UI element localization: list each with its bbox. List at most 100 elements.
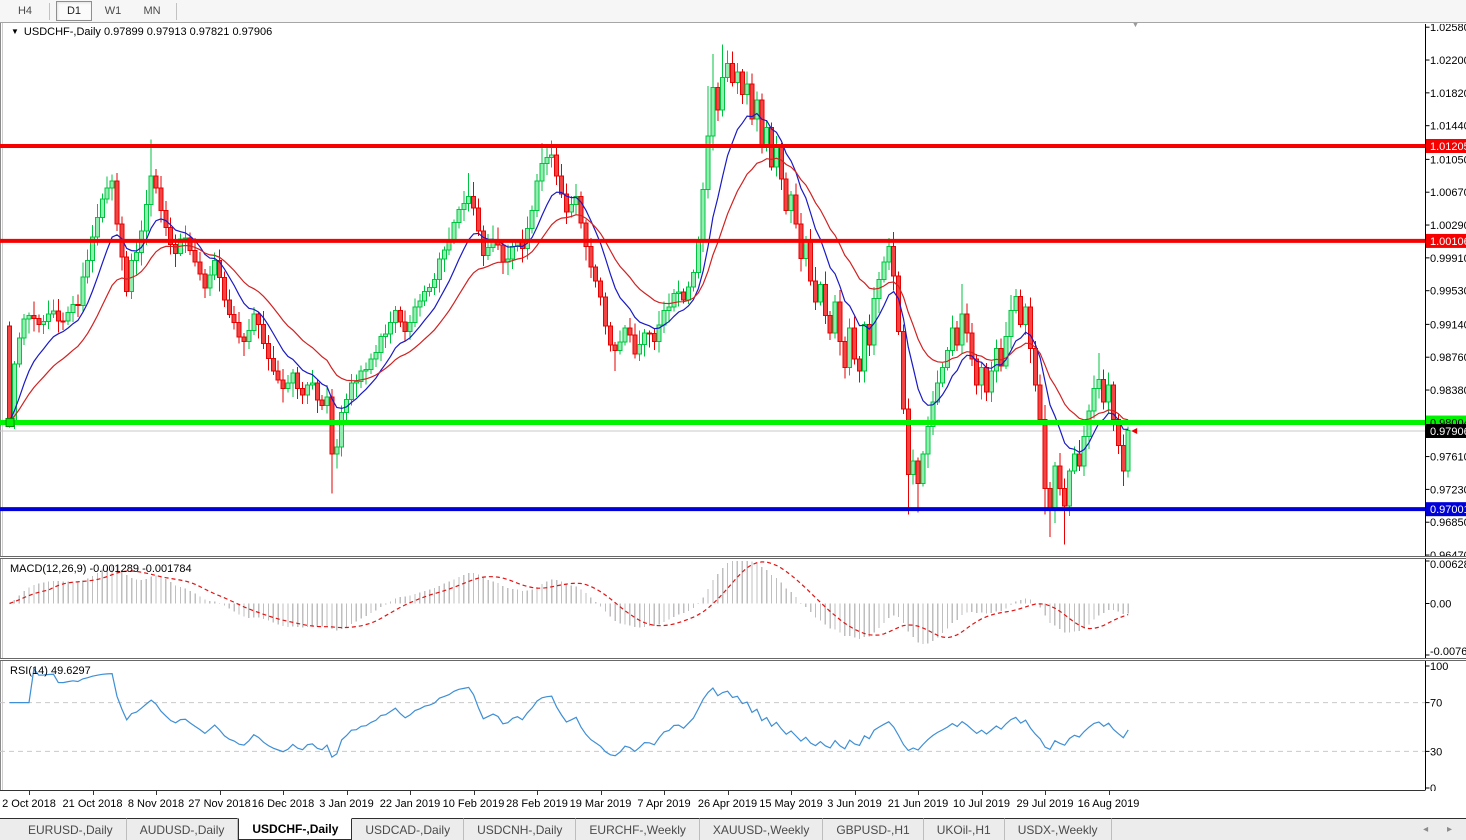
candle-body: [231, 313, 237, 324]
price-tag-current-text: 0.97906: [1430, 426, 1466, 438]
candle-body: [940, 367, 946, 384]
last-price-arrow: [1131, 427, 1138, 434]
timeframe-button-d1[interactable]: D1: [56, 1, 92, 21]
candle-body: [134, 252, 140, 261]
chart-tab-ukoil-h1[interactable]: UKOil-,H1: [923, 818, 1005, 840]
chart-tab-xauusd-weekly[interactable]: XAUUSD-,Weekly: [699, 818, 824, 840]
chart-tab-eurchf-weekly[interactable]: EURCHF-,Weekly: [576, 818, 700, 840]
panel-separator[interactable]: [0, 658, 1466, 661]
price-axis-tick-label: 1.01440: [1430, 121, 1466, 133]
timeframe-button-mn[interactable]: MN: [143, 5, 161, 17]
candle-body: [998, 348, 1004, 367]
time-axis-tick: [346, 791, 348, 795]
candle-body: [759, 99, 765, 146]
candle-body: [720, 76, 726, 111]
candle-body: [1003, 335, 1009, 367]
main-price-chart[interactable]: 1.02580 1.02200 1.01820 1.01440 1.01050 1.006…: [0, 24, 1466, 557]
timeframe-toolbar: H4 D1 W1 MN: [0, 0, 1466, 23]
candle-body: [822, 284, 828, 317]
tab-bar-spacer: [0, 818, 15, 840]
candle-body: [1067, 470, 1073, 507]
time-axis-tick: [283, 791, 284, 795]
candle-body: [871, 297, 877, 346]
chart-tab-usdchf-daily[interactable]: USDCHF-,Daily: [238, 818, 353, 840]
price-axis-tick-label: 0.96850: [1430, 517, 1466, 529]
candle-body: [226, 299, 232, 315]
time-axis-tick: [473, 791, 475, 795]
candle-body: [583, 222, 589, 248]
timeframe-button-h4[interactable]: H4: [17, 5, 33, 17]
candle-body: [598, 280, 604, 298]
candle-body: [1037, 384, 1043, 420]
candle-body: [65, 311, 71, 322]
time-axis-tick: [537, 791, 538, 795]
candle-body: [729, 62, 735, 83]
candle-body: [7, 325, 12, 422]
candle-body: [695, 239, 701, 274]
macd-panel[interactable]: 0.006286 0.00 -0.00762: [0, 559, 1466, 658]
chart-tab-usdx-weekly[interactable]: USDX-,Weekly: [1004, 818, 1112, 840]
candle-body: [173, 244, 179, 255]
level-line-handle[interactable]: [5, 418, 15, 428]
candle-body: [1023, 306, 1029, 325]
candle-body: [50, 310, 56, 315]
candle-body: [16, 337, 22, 365]
panel-separator[interactable]: [0, 556, 1466, 559]
chart-tab-usdcad-daily[interactable]: USDCAD-,Daily: [352, 818, 465, 840]
candle-body: [124, 256, 130, 293]
candle-body: [544, 156, 550, 165]
tab-scroll-arrows[interactable]: ◂ ▸: [1423, 824, 1460, 835]
axis-mask: [1426, 24, 1466, 557]
candle-body: [783, 178, 789, 211]
candle-body: [612, 344, 618, 351]
chart-dropdown-icon[interactable]: ▼: [11, 27, 19, 36]
timeframe-button-w1[interactable]: W1: [104, 5, 122, 17]
scroll-to-end-icon[interactable]: ▼: [1131, 19, 1140, 29]
candle-body: [656, 324, 662, 343]
time-axis-tick: [29, 791, 30, 795]
chart-tab-gbpusd-h1[interactable]: GBPUSD-,H1: [823, 818, 924, 840]
chart-tab-eurusd-daily[interactable]: EURUSD-,Daily: [15, 818, 127, 840]
chart-symbol-title: USDCHF-,Daily: [23, 26, 101, 38]
chart-window[interactable]: ▼ USDCHF-,Daily 0.97899 0.97913 0.97821 0…: [0, 19, 1466, 818]
chart-tab-audusd-daily[interactable]: AUDUSD-,Daily: [126, 818, 239, 840]
candle-body: [969, 332, 975, 360]
price-tag-current: [1426, 423, 1466, 438]
candle-body: [842, 341, 848, 369]
candle-body: [265, 342, 271, 360]
candle-body: [358, 370, 364, 383]
chart-tab-usdcnh-daily[interactable]: USDCNH-,Daily: [464, 818, 577, 840]
candle-body: [60, 320, 66, 323]
candle-body: [41, 321, 47, 325]
macd-axis-label: -0.00762: [1430, 646, 1466, 658]
candle-body: [466, 196, 472, 204]
candle-body: [578, 196, 584, 224]
price-tag-support-blue: [1426, 502, 1466, 517]
candle-body: [905, 408, 911, 476]
candle-body: [549, 154, 555, 158]
price-tag-resistance-upper-text: 1.01205: [1430, 141, 1466, 153]
time-axis-tick: [1045, 791, 1046, 795]
candle-body: [221, 277, 227, 301]
candle-body: [529, 209, 535, 229]
candle-body: [524, 227, 530, 249]
ma-fast-line[interactable]: [8, 112, 1129, 453]
candle-body: [1111, 384, 1117, 420]
time-axis-tick: [664, 791, 665, 795]
price-tag-resistance-lower-text: 1.00106: [1430, 236, 1466, 248]
rsi-panel[interactable]: 100 70 30 0: [0, 661, 1466, 791]
candle-body: [280, 379, 286, 389]
time-axis-date-label: 21 Oct 2018: [62, 798, 123, 810]
candle-body: [622, 327, 628, 343]
ma-slow-line[interactable]: [9, 157, 1129, 422]
candle-body: [388, 322, 394, 335]
time-axis-tick: [981, 791, 983, 795]
candle-body: [36, 317, 42, 325]
candle-body: [847, 327, 853, 369]
price-axis-tick-label: 0.99530: [1430, 286, 1466, 298]
candle-body: [417, 300, 423, 308]
candle-body: [202, 273, 208, 289]
candle-body: [300, 388, 306, 396]
time-axis-date-label: 3 Jan 2019: [319, 798, 374, 810]
toolbar-divider: [176, 2, 177, 20]
